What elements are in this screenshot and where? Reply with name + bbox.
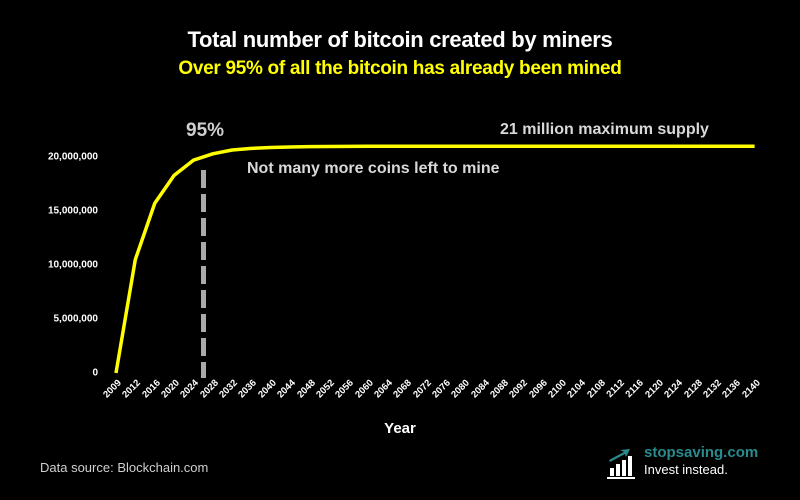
annotation-95-percent: 95% xyxy=(186,120,225,141)
chart-subtitle: Over 95% of all the bitcoin has already … xyxy=(178,58,622,79)
chart-title: Total number of bitcoin created by miner… xyxy=(187,27,613,52)
supply-line xyxy=(114,144,755,374)
y-tick-label: 0 xyxy=(92,367,98,379)
annotation-coins-left: Not many more coins left to mine xyxy=(247,160,500,177)
y-tick-label: 5,000,000 xyxy=(53,313,99,325)
y-tick-label: 20,000,000 xyxy=(47,151,98,163)
logo: stopsaving.com Invest instead. xyxy=(604,444,774,484)
annotation-max-supply: 21 million maximum supply xyxy=(500,121,709,138)
x-axis-title: Year xyxy=(384,420,416,437)
bar-chart-logo-icon xyxy=(607,449,635,479)
data-source: Data source: Blockchain.com xyxy=(40,460,209,475)
y-tick-label: 15,000,000 xyxy=(47,205,98,217)
logo-tagline: Invest instead. xyxy=(644,462,728,477)
y-tick-label: 10,000,000 xyxy=(47,259,98,271)
logo-brand: stopsaving.com xyxy=(644,444,759,461)
